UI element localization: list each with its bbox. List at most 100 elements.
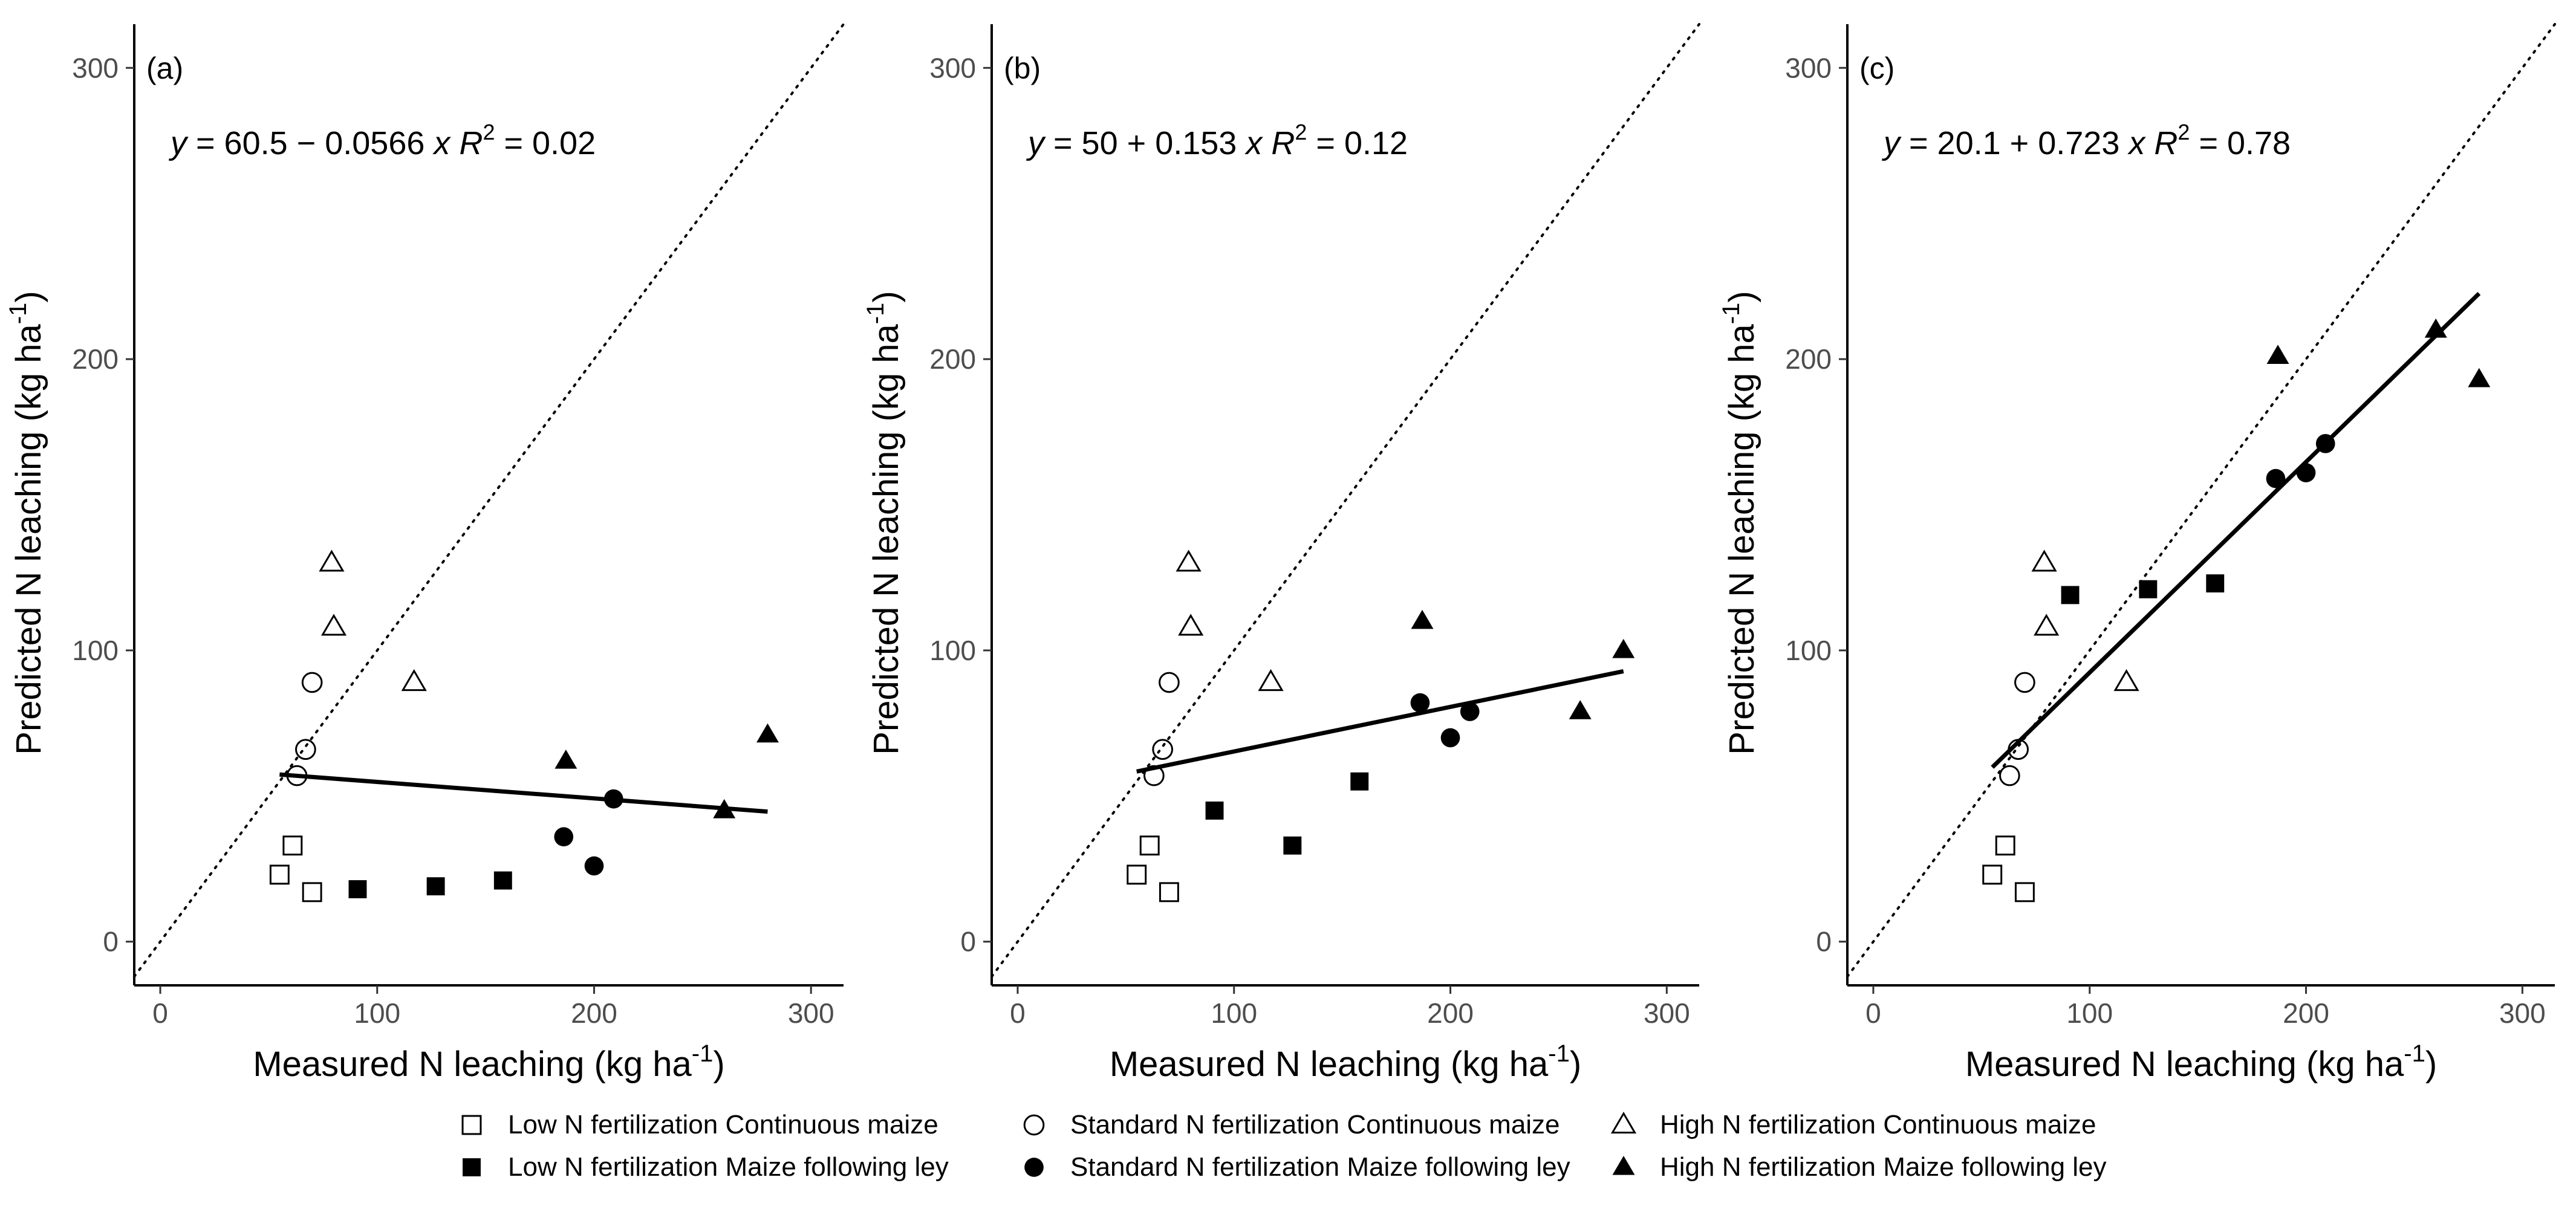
equation-y: y [168,125,189,161]
panel-a: 0 100 200 300 0 100 200 300 (a) y = 60.5 − 0.0566… [5,23,845,1084]
regression-equation: y = 20.1 + 0.723 x R2 = 0.78 [1881,120,2291,161]
y-axis-title-close: ) [9,291,48,302]
data-point-circle-open [2014,672,2035,693]
data-point-circle-open [286,765,308,786]
regression-line [1991,291,2481,769]
data-point-circle-open [1152,739,1174,760]
y-tick-label: 0 [960,926,976,958]
data-point-circle-open [2008,739,2029,760]
data-point-circle-filled [1460,702,1480,721]
legend-label: High N fertilization Maize following ley [1660,1152,2107,1182]
one-to-one-line [1846,23,2556,978]
y-axis-title: Predicted N leaching (kg ha-1) [862,291,906,754]
legend-marker-triangle-filled [1612,1155,1635,1175]
equation-r2-exponent: 2 [483,120,495,144]
data-point-circle-filled [1440,728,1460,748]
x-tick-label: 100 [1211,997,1257,1029]
data-point-triangle-open [1178,614,1204,636]
legend-marker-square-filled [463,1158,481,1176]
x-axis-title-text: Measured N leaching (kg ha [1965,1045,2404,1084]
data-point-circle-open [1999,765,2020,786]
data-point-triangle-open [319,549,345,572]
legend: Low N fertilization Continuous maize Stan… [461,1110,2107,1182]
legend-marker-square-open [461,1115,482,1135]
data-point-square-open [2014,882,2035,903]
equation-r2-value: = 0.12 [1316,125,1408,161]
data-point-triangle-open [1258,669,1284,692]
equation-r2-label: R [1271,125,1295,161]
regression-equation: y = 60.5 − 0.0566 x R2 = 0.02 [168,120,596,161]
data-point-triangle-open [320,614,347,636]
y-axis-title: Predicted N leaching (kg ha-1) [5,291,48,754]
y-tick-label: 200 [72,343,119,375]
data-point-circle-filled [2315,433,2335,453]
equation-r2-label: R [2154,125,2178,161]
panel-c: 0 100 200 300 0 100 200 300 (c) y = 20.1 + 0.723 … [1718,23,2556,1084]
data-point-triangle-open [2034,614,2060,636]
x-axis-title-text: Measured N leaching (kg ha [1110,1045,1549,1084]
equation-intercept: 20.1 [1937,125,2001,161]
y-axis-title-text: Predicted N leaching (kg ha [9,323,48,754]
x-tick-label: 0 [1010,997,1026,1029]
x-axis-title-superscript: -1 [2404,1040,2425,1067]
legend-label: Standard N fertilization Maize following… [1070,1152,1570,1182]
equation-x: x [432,125,451,161]
data-point-square-open [282,835,303,856]
equation-y: y [1026,125,1046,161]
equation-slope: 0.723 [2038,125,2119,161]
x-axis-title-close: ) [1570,1045,1581,1084]
panel-label: (c) [1859,51,1895,85]
one-to-one-line [990,23,1700,978]
equation-r2-value: = 0.02 [504,125,596,161]
data-point-square-open [1982,864,2003,885]
x-axis-title-text: Measured N leaching (kg ha [253,1045,692,1084]
panel-b: 0 100 200 300 0 100 200 300 (b) y = 50 + 0.153 x … [862,23,1700,1084]
data-point-square-filled [1283,836,1302,855]
legend-label: High N fertilization Continuous maize [1660,1110,2096,1139]
data-point-triangle-filled [2424,318,2447,338]
x-tick-label: 200 [571,997,617,1029]
data-point-circle-open [1159,672,1180,693]
equation-x: x [1244,125,1263,161]
equation-sign: − [297,125,316,161]
legend-item: High N fertilization Maize following ley [1612,1152,2107,1182]
x-axis-title: Measured N leaching (kg ha-1) [1965,1040,2437,1084]
legend-label: Low N fertilization Maize following ley [508,1152,949,1182]
data-point-triangle-open [2113,669,2139,692]
equation-intercept: 50 [1082,125,1118,161]
legend-marker-triangle-open [1610,1112,1637,1134]
panel-label: (b) [1004,51,1041,85]
x-tick-label: 100 [354,997,400,1029]
data-point-square-filled [1350,772,1369,791]
x-tick-label: 200 [1427,997,1474,1029]
y-tick-label: 300 [72,52,119,83]
y-tick-label: 0 [103,926,119,958]
x-tick-label: 300 [2499,997,2546,1029]
data-point-square-open [302,882,322,903]
x-tick-label: 200 [2283,997,2329,1029]
x-tick-label: 0 [152,997,168,1029]
panel-label: (a) [146,51,183,85]
x-axis-title: Measured N leaching (kg ha-1) [1110,1040,1581,1084]
x-axis-title-close: ) [713,1045,724,1084]
data-point-triangle-open [401,669,427,692]
equation-sign: + [2010,125,2029,161]
data-point-square-open [1139,835,1160,856]
data-point-square-filled [426,877,445,896]
y-axis-title-superscript: -1 [862,303,889,325]
data-point-square-filled [2061,586,2080,604]
data-point-circle-filled [2296,463,2316,482]
data-point-square-filled [2206,574,2225,593]
data-point-square-filled [2139,580,2158,598]
y-tick-label: 100 [929,635,976,666]
equation-r2-value: = 0.78 [2199,125,2291,161]
legend-marker-circle-open [1023,1114,1045,1136]
data-point-square-filled [1205,801,1224,820]
x-axis-title: Measured N leaching (kg ha-1) [253,1040,724,1084]
data-point-square-filled [493,871,512,890]
data-point-square-filled [348,880,367,898]
y-tick-label: 200 [929,343,976,375]
legend-item: Low N fertilization Continuous maize [461,1110,938,1139]
y-tick-label: 100 [72,635,119,666]
